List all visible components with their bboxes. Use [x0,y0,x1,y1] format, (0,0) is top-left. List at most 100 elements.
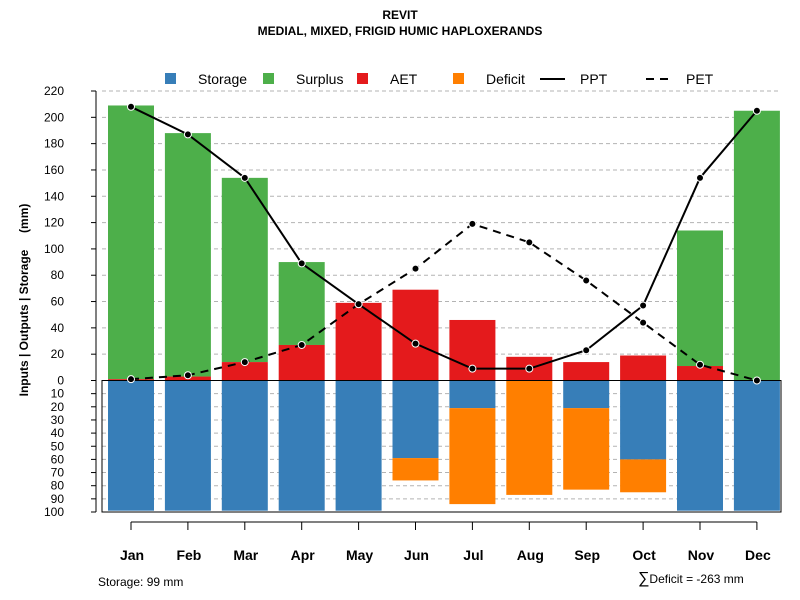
storage-legend-label: Storage [198,71,247,87]
y-tick-label-60: 60 [51,295,65,309]
ppt-point-jan [127,102,135,111]
aet-bar-mar [221,362,268,381]
x-tick-label-jan: Jan [120,547,144,563]
ppt-point-jul [468,364,477,373]
ppt-point-sep [582,346,591,355]
deficit-bar-aug [506,380,553,495]
pet-point-apr [297,340,306,349]
surplus-bar-feb [164,133,211,377]
storage-bar-sep [563,380,610,409]
y-tick-label-180: 180 [44,137,64,151]
y-tick-label-neg-30: 30 [51,413,65,427]
x-tick-label-jul: Jul [463,547,483,563]
pet-point-jan [127,375,135,384]
pet-line [130,222,758,382]
y-tick-label-neg-90: 90 [51,492,65,506]
storage-bar-oct [620,380,667,460]
deficit-summary-text: Deficit = -263 mm [649,572,744,586]
y-tick-label-200: 200 [44,110,64,124]
aet-bar-jun [392,289,439,381]
ppt-legend-label: PPT [580,71,608,87]
ppt-point-dec [752,106,761,115]
y-axis-label: Inputs | Outputs | Storage (mm) [17,204,31,397]
x-tick-label-jun: Jun [404,547,429,563]
y-tick-label-80: 80 [51,268,65,282]
surplus-bar-jan [108,105,154,380]
aet-bar-sep [563,362,610,381]
y-tick-label-160: 160 [44,163,64,177]
ppt-point-jun [411,339,420,348]
storage-bar-mar [221,380,268,511]
deficit-legend-swatch [453,73,464,84]
ppt-point-feb [183,130,192,139]
y-tick-label-neg-70: 70 [51,466,65,480]
ppt-point-mar [240,173,249,182]
ppt-point-aug [525,364,534,373]
pet-point-nov [696,360,704,369]
y-tick-label-40: 40 [51,321,65,335]
x-tick-label-dec: Dec [745,547,771,563]
aet-legend-swatch [357,73,368,84]
y-tick-label-neg-10: 10 [51,387,65,401]
chart-title-line1: REVIT [382,8,418,22]
chart-title-line2: MEDIAL, MIXED, FRIGID HUMIC HAPLOXERANDS [257,24,543,38]
storage-bar-nov [677,380,723,511]
storage-bar-jun [392,380,439,459]
pet-point-dec [752,376,761,385]
deficit-summary: ∑Deficit = -263 mm [638,570,744,588]
storage-bar-dec [733,380,780,511]
sum-symbol-icon: ∑ [638,570,650,587]
aet-bar-oct [620,355,667,381]
y-tick-label-100: 100 [44,242,64,256]
pet-point-mar [240,358,249,367]
y-tick-label-20: 20 [51,347,65,361]
storage-legend-swatch [165,73,176,84]
surplus-bar-nov [677,230,723,367]
surplus-bar-dec [733,110,780,381]
y-tick-label-neg-20: 20 [51,400,65,414]
storage-bar-jul [449,380,496,409]
surplus-bar-mar [221,177,268,363]
pet-point-aug [525,238,534,247]
ppt-point-may [354,300,363,309]
storage-bar-feb [164,380,211,511]
aet-legend-label: AET [390,71,418,87]
y-tick-label-neg-60: 60 [51,452,65,466]
x-tick-label-oct: Oct [632,547,656,563]
aet-bar-nov [677,366,723,381]
y-tick-label-neg-100: 100 [44,505,64,519]
x-tick-label-feb: Feb [176,547,201,563]
lower-panel-frame [101,380,782,513]
deficit-bar-jul [449,408,496,505]
ppt-point-nov [696,173,704,182]
aet-bar-apr [278,344,325,381]
y-tick-label-220: 220 [44,84,64,98]
pet-point-jul [468,219,477,228]
pet-point-oct [639,318,648,327]
storage-bar-apr [278,380,325,511]
deficit-bar-oct [620,459,667,493]
x-tick-label-sep: Sep [574,547,600,563]
storage-summary: Storage: 99 mm [98,575,184,589]
surplus-legend-label: Surplus [296,71,343,87]
pet-point-sep [582,276,591,285]
ppt-line [130,105,758,370]
y-tick-label-neg-40: 40 [51,426,65,440]
y-tick-label-120: 120 [44,216,64,230]
x-tick-label-nov: Nov [688,547,715,563]
deficit-legend-label: Deficit [486,71,525,87]
y-tick-label-neg-80: 80 [51,479,65,493]
pet-point-jun [411,264,420,273]
x-tick-label-aug: Aug [517,547,544,563]
y-tick-label-neg-50: 50 [51,439,65,453]
ppt-point-oct [639,301,648,310]
deficit-bar-sep [563,408,610,490]
x-tick-label-mar: Mar [233,547,258,563]
x-tick-label-may: May [346,547,373,563]
pet-point-feb [183,371,192,380]
ppt-point-apr [297,259,306,268]
pet-legend-label: PET [686,71,714,87]
surplus-bar-apr [278,262,325,345]
y-tick-label-0: 0 [57,374,64,388]
